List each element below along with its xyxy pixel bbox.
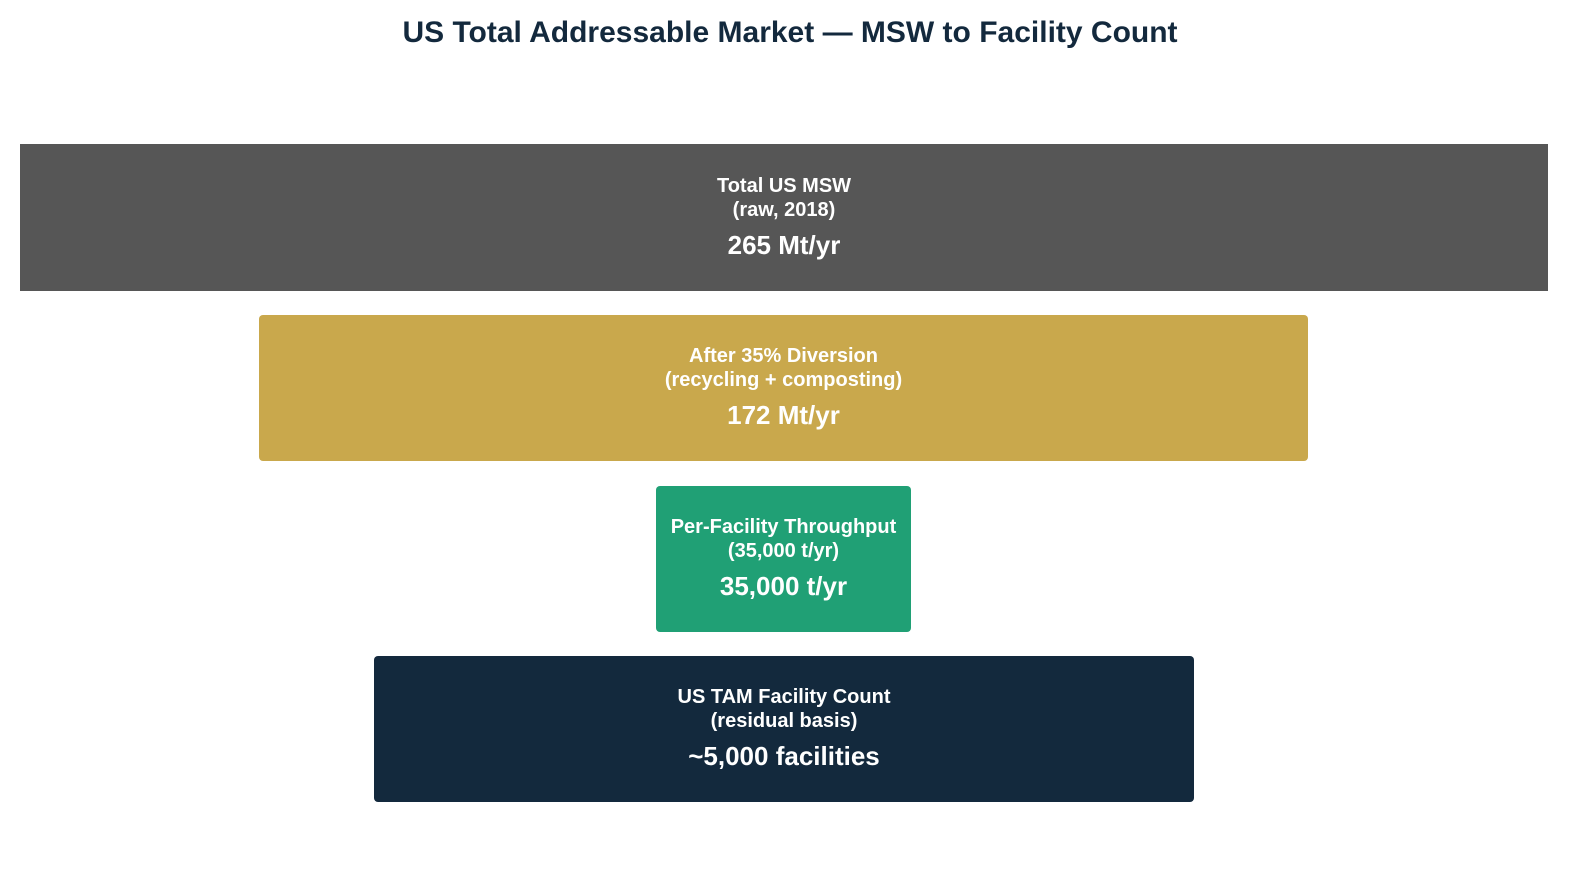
stage-sublabel: (raw, 2018) — [732, 198, 836, 221]
stage-value: 35,000 t/yr — [719, 571, 848, 601]
stage-value: 172 Mt/yr — [727, 400, 840, 430]
stage-label: Per-Facility Throughput — [670, 516, 897, 538]
stage-value: ~5,000 facilities — [688, 741, 880, 771]
stage-label: After 35% Diversion — [689, 345, 878, 367]
stage-sublabel: (recycling + composting) — [664, 369, 903, 391]
stage-label: US TAM Facility Count — [677, 686, 891, 708]
funnel-stage-after-diversion: After 35% Diversion (recycling + compost… — [259, 315, 1308, 461]
stage-value: 265 Mt/yr — [727, 229, 841, 260]
funnel-stage-total-msw: Total US MSW (raw, 2018) 265 Mt/yr — [20, 144, 1548, 291]
funnel-stage-facility-count: US TAM Facility Count (residual basis) ~… — [374, 656, 1194, 802]
stage-sublabel: (residual basis) — [710, 710, 858, 732]
page-title: US Total Addressable Market — MSW to Fac… — [402, 16, 1178, 49]
stage-label: Total US MSW — [716, 174, 852, 197]
funnel-stage-per-facility-throughput: Per-Facility Throughput (35,000 t/yr) 35… — [656, 486, 911, 632]
stage-sublabel: (35,000 t/yr) — [727, 540, 840, 562]
